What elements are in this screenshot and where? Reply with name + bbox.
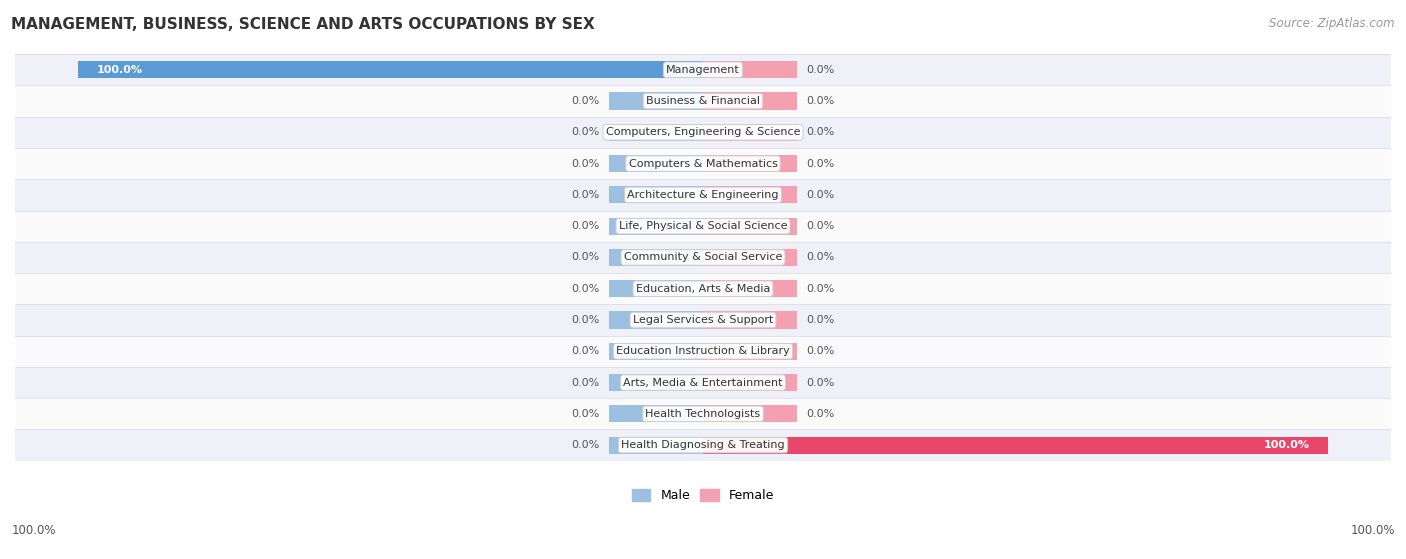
Text: 0.0%: 0.0% — [806, 65, 834, 75]
Bar — [703, 124, 797, 141]
Bar — [609, 249, 703, 266]
Text: 100.0%: 100.0% — [1264, 440, 1310, 450]
Bar — [609, 92, 703, 110]
Bar — [15, 273, 1391, 304]
Bar — [15, 148, 1391, 179]
Bar — [703, 374, 797, 391]
Bar — [703, 311, 797, 329]
Text: 0.0%: 0.0% — [806, 190, 834, 200]
Text: 0.0%: 0.0% — [806, 409, 834, 419]
Bar — [609, 374, 703, 391]
Bar — [703, 249, 797, 266]
Bar — [609, 343, 703, 360]
Text: Education Instruction & Library: Education Instruction & Library — [616, 346, 790, 356]
Text: 0.0%: 0.0% — [572, 409, 600, 419]
Text: Management: Management — [666, 65, 740, 75]
Bar — [15, 335, 1391, 367]
Bar — [609, 217, 703, 235]
Text: Life, Physical & Social Science: Life, Physical & Social Science — [619, 221, 787, 231]
Text: 0.0%: 0.0% — [806, 377, 834, 387]
Text: 100.0%: 100.0% — [96, 65, 142, 75]
Text: 0.0%: 0.0% — [806, 127, 834, 138]
Text: MANAGEMENT, BUSINESS, SCIENCE AND ARTS OCCUPATIONS BY SEX: MANAGEMENT, BUSINESS, SCIENCE AND ARTS O… — [11, 17, 595, 32]
Bar — [703, 437, 1329, 454]
Text: Health Technologists: Health Technologists — [645, 409, 761, 419]
Text: Arts, Media & Entertainment: Arts, Media & Entertainment — [623, 377, 783, 387]
Bar — [703, 217, 797, 235]
Text: 0.0%: 0.0% — [572, 127, 600, 138]
Bar — [15, 242, 1391, 273]
Bar — [609, 405, 703, 423]
Text: Computers & Mathematics: Computers & Mathematics — [628, 159, 778, 169]
Bar — [609, 186, 703, 203]
Text: Computers, Engineering & Science: Computers, Engineering & Science — [606, 127, 800, 138]
Bar — [703, 186, 797, 203]
Bar — [15, 304, 1391, 335]
Text: 100.0%: 100.0% — [11, 524, 56, 537]
Bar — [15, 179, 1391, 211]
Text: 0.0%: 0.0% — [572, 190, 600, 200]
Bar — [15, 117, 1391, 148]
Text: 0.0%: 0.0% — [806, 159, 834, 169]
Text: Business & Financial: Business & Financial — [645, 96, 761, 106]
Bar — [703, 155, 797, 172]
Bar — [77, 61, 703, 78]
Bar — [15, 86, 1391, 117]
Text: 0.0%: 0.0% — [572, 284, 600, 293]
Text: 0.0%: 0.0% — [806, 346, 834, 356]
Text: 0.0%: 0.0% — [572, 315, 600, 325]
Text: 0.0%: 0.0% — [572, 346, 600, 356]
Text: 0.0%: 0.0% — [806, 315, 834, 325]
Text: 0.0%: 0.0% — [806, 96, 834, 106]
Text: Community & Social Service: Community & Social Service — [624, 253, 782, 262]
Bar — [609, 437, 703, 454]
Text: 0.0%: 0.0% — [806, 253, 834, 262]
Text: 0.0%: 0.0% — [806, 284, 834, 293]
Bar — [609, 155, 703, 172]
Text: 0.0%: 0.0% — [572, 159, 600, 169]
Bar — [15, 398, 1391, 429]
Text: 100.0%: 100.0% — [1350, 524, 1395, 537]
Text: Education, Arts & Media: Education, Arts & Media — [636, 284, 770, 293]
Text: 0.0%: 0.0% — [572, 440, 600, 450]
Bar — [609, 124, 703, 141]
Bar — [703, 92, 797, 110]
Text: 0.0%: 0.0% — [572, 96, 600, 106]
Text: Architecture & Engineering: Architecture & Engineering — [627, 190, 779, 200]
Bar — [703, 343, 797, 360]
Text: 0.0%: 0.0% — [572, 253, 600, 262]
Bar — [15, 429, 1391, 461]
Text: 0.0%: 0.0% — [572, 377, 600, 387]
Bar — [703, 61, 797, 78]
Bar — [15, 367, 1391, 398]
Text: 0.0%: 0.0% — [806, 221, 834, 231]
Bar — [609, 280, 703, 297]
Text: Source: ZipAtlas.com: Source: ZipAtlas.com — [1270, 17, 1395, 30]
Text: Health Diagnosing & Treating: Health Diagnosing & Treating — [621, 440, 785, 450]
Text: Legal Services & Support: Legal Services & Support — [633, 315, 773, 325]
Bar — [703, 280, 797, 297]
Bar — [609, 311, 703, 329]
Legend: Male, Female: Male, Female — [627, 484, 779, 508]
Text: 0.0%: 0.0% — [572, 221, 600, 231]
Bar — [703, 405, 797, 423]
Bar — [15, 211, 1391, 242]
Bar — [15, 54, 1391, 86]
